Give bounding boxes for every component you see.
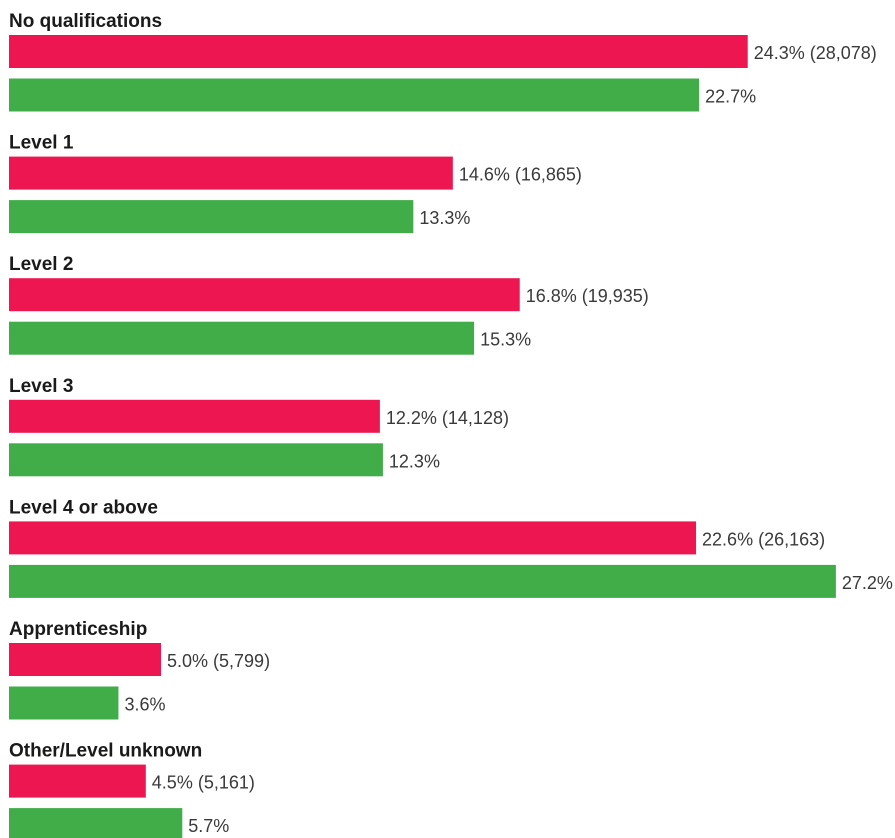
bar-value-label: 5.0% (5,799) <box>167 651 270 671</box>
bar-value-label: 24.3% (28,078) <box>754 43 877 63</box>
bar-series-1 <box>9 521 697 555</box>
bar-series-1 <box>9 35 748 68</box>
bar-series-1 <box>9 278 520 312</box>
category-label: Level 1 <box>9 133 74 154</box>
bar-series-1 <box>9 399 380 433</box>
bar-series-2 <box>9 686 119 720</box>
bar-value-label: 16.8% (19,935) <box>526 286 649 306</box>
category-group: Other/Level unknown 4.5% (5,161) 5.7% <box>9 741 255 838</box>
category-group: Apprenticeship 5.0% (5,799) 3.6% <box>9 619 270 720</box>
bar-value-label: 12.3% <box>389 451 440 471</box>
bar-series-2 <box>9 443 383 477</box>
bar-series-2 <box>9 808 183 838</box>
bar-series-1 <box>9 764 146 798</box>
bar-value-label: 27.2% <box>842 573 893 593</box>
category-label: Level 2 <box>9 254 73 275</box>
category-group: Level 3 12.2% (14,128) 12.3% <box>9 376 509 477</box>
bar-value-label: 5.7% <box>188 816 229 836</box>
bar-value-label: 15.3% <box>480 330 531 350</box>
bar-series-2 <box>9 78 700 112</box>
category-group: Level 2 16.8% (19,935) 15.3% <box>9 254 649 355</box>
bar-series-2 <box>9 321 475 355</box>
category-group: Level 1 14.6% (16,865) 13.3% <box>9 133 582 234</box>
category-group: Level 4 or above 22.6% (26,163) 27.2% <box>9 497 893 598</box>
bar-series-1 <box>9 643 161 676</box>
bar-value-label: 14.6% (16,865) <box>459 165 582 185</box>
bar-value-label: 4.5% (5,161) <box>152 773 255 793</box>
bar-value-label: 12.2% (14,128) <box>386 408 509 428</box>
bar-value-label: 13.3% <box>419 208 470 228</box>
bar-value-label: 3.6% <box>124 695 165 715</box>
bar-series-1 <box>9 156 453 190</box>
category-label: Level 4 or above <box>9 497 158 518</box>
bar-series-2 <box>9 200 414 234</box>
category-label: Other/Level unknown <box>9 741 202 762</box>
bar-value-label: 22.7% <box>705 87 756 107</box>
bar-series-2 <box>9 564 836 598</box>
category-label: Level 3 <box>9 376 73 397</box>
category-label: Apprenticeship <box>9 619 147 640</box>
category-group: No qualifications 24.3% (28,078) 22.7% <box>9 11 877 112</box>
bar-value-label: 22.6% (26,163) <box>702 529 825 549</box>
category-label: No qualifications <box>9 11 162 32</box>
